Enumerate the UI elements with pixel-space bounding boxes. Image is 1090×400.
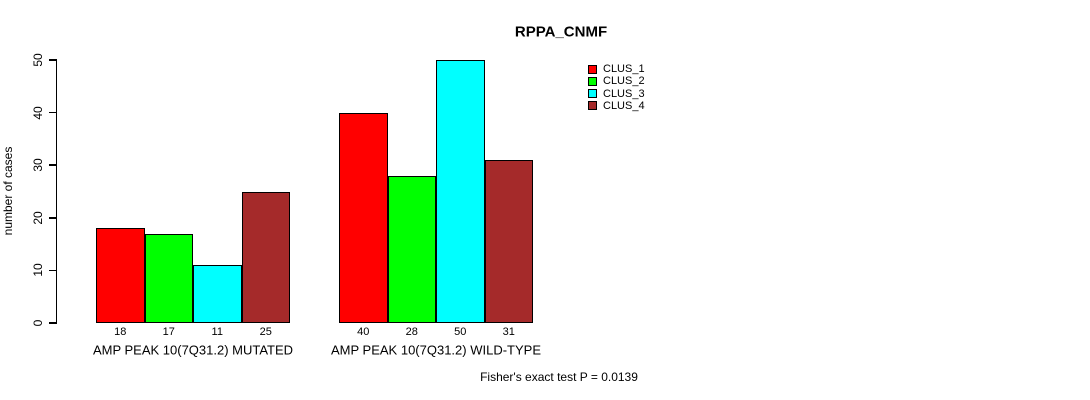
bar-value-label: 17: [162, 326, 175, 338]
group-label: AMP PEAK 10(7Q31.2) WILD-TYPE: [331, 342, 541, 358]
legend-swatch-clus_3: [588, 89, 597, 99]
chart-title: RPPA_CNMF: [514, 23, 608, 41]
fisher-test-annotation: Fisher's exact test P = 0.0139: [480, 370, 638, 384]
bar-value-label: 50: [454, 326, 467, 338]
bar-value-label: 18: [114, 326, 127, 338]
y-tick-mark: [49, 164, 56, 166]
y-tick-mark: [49, 322, 56, 324]
y-tick-label: 50: [31, 53, 45, 67]
bar-value-label: 31: [502, 326, 515, 338]
y-tick-label: 0: [31, 319, 45, 327]
legend: CLUS_1 CLUS_2 CLUS_3 CLUS_4: [588, 63, 645, 112]
group-label: AMP PEAK 10(7Q31.2) MUTATED: [92, 342, 294, 358]
legend-swatch-clus_1: [588, 64, 597, 74]
y-axis-label: number of cases: [1, 146, 15, 236]
y-tick-mark: [49, 269, 56, 272]
y-axis-line: [55, 59, 57, 324]
y-tick-label: 30: [31, 158, 45, 172]
legend-swatch-clus_2: [588, 76, 597, 86]
y-tick-label: 20: [31, 211, 45, 225]
y-tick-label: 40: [31, 105, 45, 120]
bar-value-label: 40: [357, 326, 370, 338]
bar-value-label: 11: [211, 326, 223, 338]
legend-item-clus_4: CLUS_4: [588, 100, 645, 112]
bar-clus_2-group2: [387, 175, 436, 323]
bar-clus_3-group1: [193, 265, 242, 323]
legend-item-clus_2: CLUS_2: [588, 75, 645, 87]
bar-value-label: 25: [259, 326, 272, 338]
bar-clus_4-group1: [241, 191, 290, 323]
y-tick-mark: [49, 217, 56, 219]
bar-clus_4-group2: [484, 159, 533, 323]
y-tick-mark: [49, 59, 56, 61]
legend-label: CLUS_1: [603, 63, 645, 75]
y-tick-label: 10: [31, 263, 45, 278]
legend-item-clus_3: CLUS_3: [588, 88, 645, 100]
legend-label: CLUS_3: [603, 87, 645, 100]
legend-swatch-clus_4: [588, 101, 597, 111]
y-tick-mark: [49, 111, 56, 114]
bar-clus_1-group1: [96, 228, 145, 323]
bar-clus_1-group2: [339, 112, 388, 323]
legend-label: CLUS_2: [603, 75, 645, 88]
bar-clus_3-group2: [436, 60, 485, 323]
bar-clus_2-group1: [144, 233, 193, 323]
bar-value-label: 28: [405, 326, 418, 338]
legend-label: CLUS_4: [603, 99, 645, 112]
legend-item-clus_1: CLUS_1: [588, 63, 645, 75]
